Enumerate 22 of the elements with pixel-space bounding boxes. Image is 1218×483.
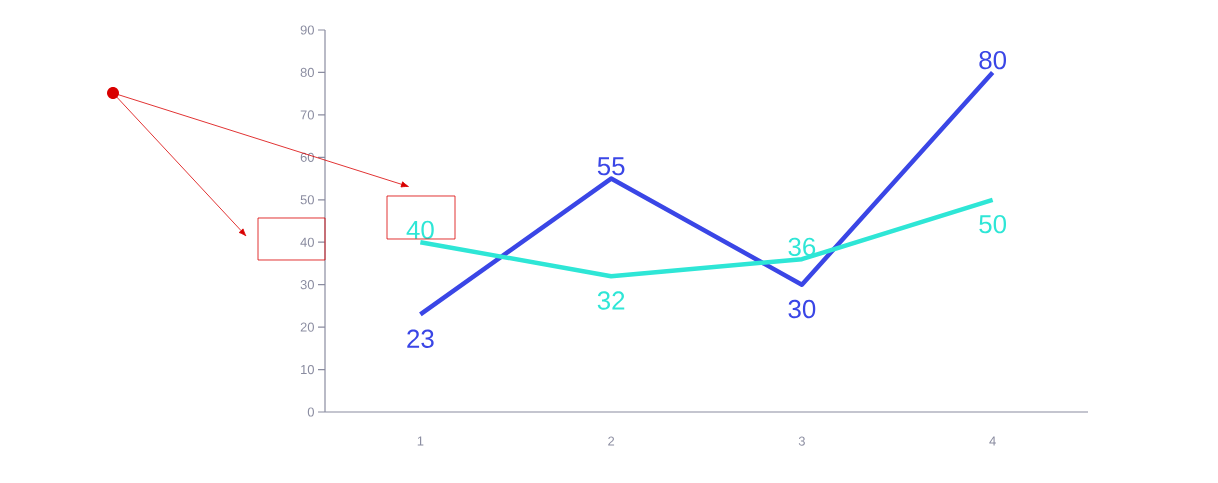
data-label: 55 [597,157,625,176]
data-label: 40 [406,220,434,240]
y-tick-label: 10 [301,364,314,375]
y-tick-label: 30 [300,280,314,290]
y-tick-label: 70 [300,110,314,120]
y-tick-label: 40 [300,237,314,247]
data-label: 23 [407,329,434,348]
data-label: 80 [979,50,1007,70]
x-tick-label: 3 [798,436,805,446]
y-tick-label: 60 [300,152,314,162]
y-tick-label: 0 [307,407,314,417]
y-tick-label: 80 [300,67,314,78]
data-label: 30 [788,299,816,319]
y-tick-label: 50 [300,195,314,205]
x-tick-label: 1 [417,436,424,446]
x-tick-label: 2 [608,436,615,446]
data-label: 50 [979,214,1007,234]
data-label: 36 [788,237,816,256]
x-tick-label: 4 [989,436,996,446]
data-label: 32 [597,291,625,310]
y-tick-label: 20 [300,322,314,332]
y-tick-label: 90 [300,25,314,35]
